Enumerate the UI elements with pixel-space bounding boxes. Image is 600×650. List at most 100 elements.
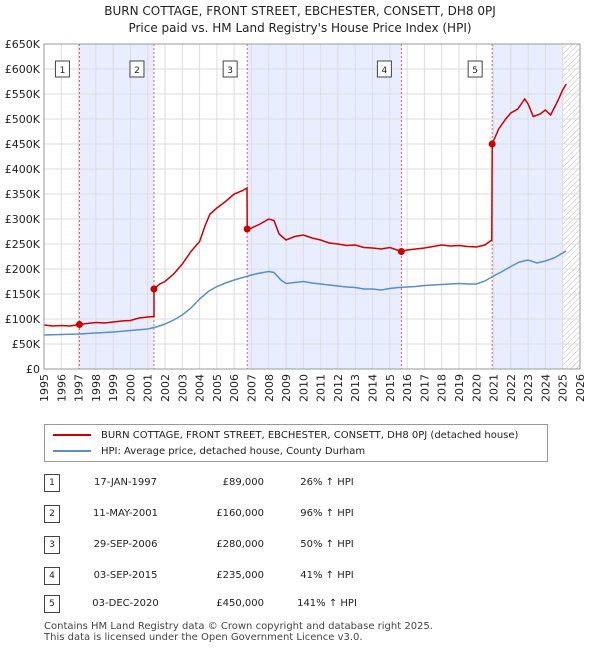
transaction-row: 1 17-JAN-1997 £89,000 26% ↑ HPI	[44, 473, 444, 493]
sale-label-box	[222, 60, 238, 78]
sale-label-box	[376, 60, 392, 78]
x-tick-label: 1996	[55, 374, 68, 402]
legend-label-property: BURN COTTAGE, FRONT STREET, EBCHESTER, C…	[101, 430, 519, 441]
transaction-hpi: 141% ↑ HPI	[297, 598, 357, 609]
x-tick-label: 2026	[574, 374, 587, 402]
transaction-date: 03-SEP-2015	[93, 570, 158, 581]
sale-label: 2	[134, 66, 140, 76]
legend-swatch-hpi	[53, 450, 91, 452]
sale-point	[488, 140, 496, 148]
x-tick-label: 2009	[280, 374, 293, 402]
transaction-date: 03-DEC-2020	[92, 598, 159, 609]
legend-label-hpi: HPI: Average price, detached house, Coun…	[101, 446, 366, 457]
ownership-shade	[79, 44, 154, 369]
x-tick-label: 2004	[194, 374, 207, 402]
x-tick-label: 2018	[436, 374, 449, 402]
x-tick-label: 2020	[470, 374, 483, 402]
x-tick-label: 2022	[505, 374, 518, 402]
sale-label: 3	[227, 66, 233, 76]
x-tick-label: 2016	[401, 374, 414, 402]
y-tick-label: £150K	[5, 288, 41, 301]
y-tick-label: £600K	[5, 63, 41, 76]
transaction-row: 3 29-SEP-2006 £280,000 50% ↑ HPI	[44, 535, 444, 555]
transaction-price: £235,000	[216, 570, 264, 581]
ownership-shade	[492, 44, 563, 369]
sale-point	[397, 248, 405, 255]
x-tick-label: 2013	[349, 374, 362, 402]
x-tick-label: 2008	[263, 374, 276, 402]
y-tick-label: £350K	[5, 188, 41, 201]
transaction-number: 4	[44, 567, 60, 585]
x-tick-label: 2010	[297, 374, 310, 402]
transaction-price: £89,000	[222, 477, 264, 488]
hpi-line	[43, 250, 567, 336]
x-tick-label: 2001	[142, 374, 155, 402]
transaction-number: 5	[44, 595, 60, 613]
footer-licence: This data is licensed under the Open Gov…	[44, 632, 363, 643]
x-tick-label: 2003	[176, 374, 189, 402]
transaction-hpi: 96% ↑ HPI	[300, 508, 354, 519]
sale-label-box	[129, 60, 145, 78]
chart-title-address: BURN COTTAGE, FRONT STREET, EBCHESTER, C…	[104, 4, 496, 18]
legend-swatch-property	[53, 434, 91, 436]
x-tick-label: 2017	[418, 374, 431, 402]
plot-frame	[43, 43, 581, 370]
property-price-line	[43, 83, 567, 327]
transaction-row: 4 03-SEP-2015 £235,000 41% ↑ HPI	[44, 566, 444, 586]
y-tick-label: £400K	[5, 163, 41, 176]
x-tick-label: 2024	[539, 374, 552, 402]
y-tick-label: £450K	[5, 138, 41, 151]
transaction-price: £280,000	[216, 539, 264, 550]
x-tick-label: 2012	[332, 374, 345, 402]
x-tick-label: 2015	[384, 374, 397, 402]
transaction-number: 1	[44, 474, 60, 492]
x-tick-label: 2000	[124, 374, 137, 402]
legend-item-hpi: HPI: Average price, detached house, Coun…	[53, 444, 365, 460]
transaction-row: 2 11-MAY-2001 £160,000 96% ↑ HPI	[44, 504, 444, 524]
x-tick-label: 2002	[159, 374, 172, 402]
chart-subtitle: Price paid vs. HM Land Registry's House …	[128, 21, 472, 35]
x-tick-label: 2023	[522, 374, 535, 402]
y-tick-label: £100K	[5, 313, 41, 326]
x-tick-label: 2005	[211, 374, 224, 402]
y-tick-label: £200K	[5, 263, 41, 276]
sale-label-box	[467, 60, 483, 78]
transaction-price: £450,000	[216, 598, 264, 609]
y-tick-label: £50K	[12, 338, 41, 351]
forecast-hatch	[562, 44, 580, 369]
transaction-date: 29-SEP-2006	[93, 539, 158, 550]
price-chart: 1 2 3 4 5 £0 £50K £100K £150K £200K £250K £300K £35…	[5, 38, 587, 402]
x-tick-label: 1997	[73, 374, 86, 402]
legend-item-property: BURN COTTAGE, FRONT STREET, EBCHESTER, C…	[53, 428, 518, 444]
transaction-hpi: 26% ↑ HPI	[300, 477, 354, 488]
x-tick-label: 1999	[107, 374, 120, 402]
x-tick-label: 2021	[488, 374, 501, 402]
y-tick-label: £0	[26, 363, 40, 376]
transaction-date: 11-MAY-2001	[92, 508, 158, 519]
x-tick-label: 2025	[557, 374, 570, 402]
sale-label: 1	[60, 66, 66, 76]
y-tick-label: £500K	[5, 113, 41, 126]
transaction-hpi: 50% ↑ HPI	[300, 539, 354, 550]
x-tick-label: 1995	[38, 374, 51, 402]
footer-copyright: Contains HM Land Registry data © Crown c…	[44, 621, 433, 632]
transaction-row: 5 03-DEC-2020 £450,000 141% ↑ HPI	[44, 594, 444, 614]
x-tick-label: 2014	[367, 374, 380, 402]
x-tick-label: 2011	[315, 374, 328, 402]
transaction-number: 3	[44, 536, 60, 554]
sale-point	[75, 321, 83, 328]
y-tick-label: £650K	[5, 38, 41, 51]
sale-point	[150, 285, 158, 293]
transaction-hpi: 41% ↑ HPI	[300, 570, 354, 581]
ownership-shade	[247, 44, 402, 369]
x-tick-label: 2007	[245, 374, 258, 402]
sale-label: 4	[382, 66, 388, 76]
x-tick-label: 2019	[453, 374, 466, 402]
transaction-number: 2	[44, 505, 60, 523]
y-tick-label: £550K	[5, 88, 41, 101]
sale-label-box	[54, 60, 70, 78]
x-tick-label: 2006	[228, 374, 241, 402]
y-tick-label: £300K	[5, 213, 41, 226]
x-tick-label: 1998	[90, 374, 103, 402]
transaction-date: 17-JAN-1997	[93, 477, 158, 488]
